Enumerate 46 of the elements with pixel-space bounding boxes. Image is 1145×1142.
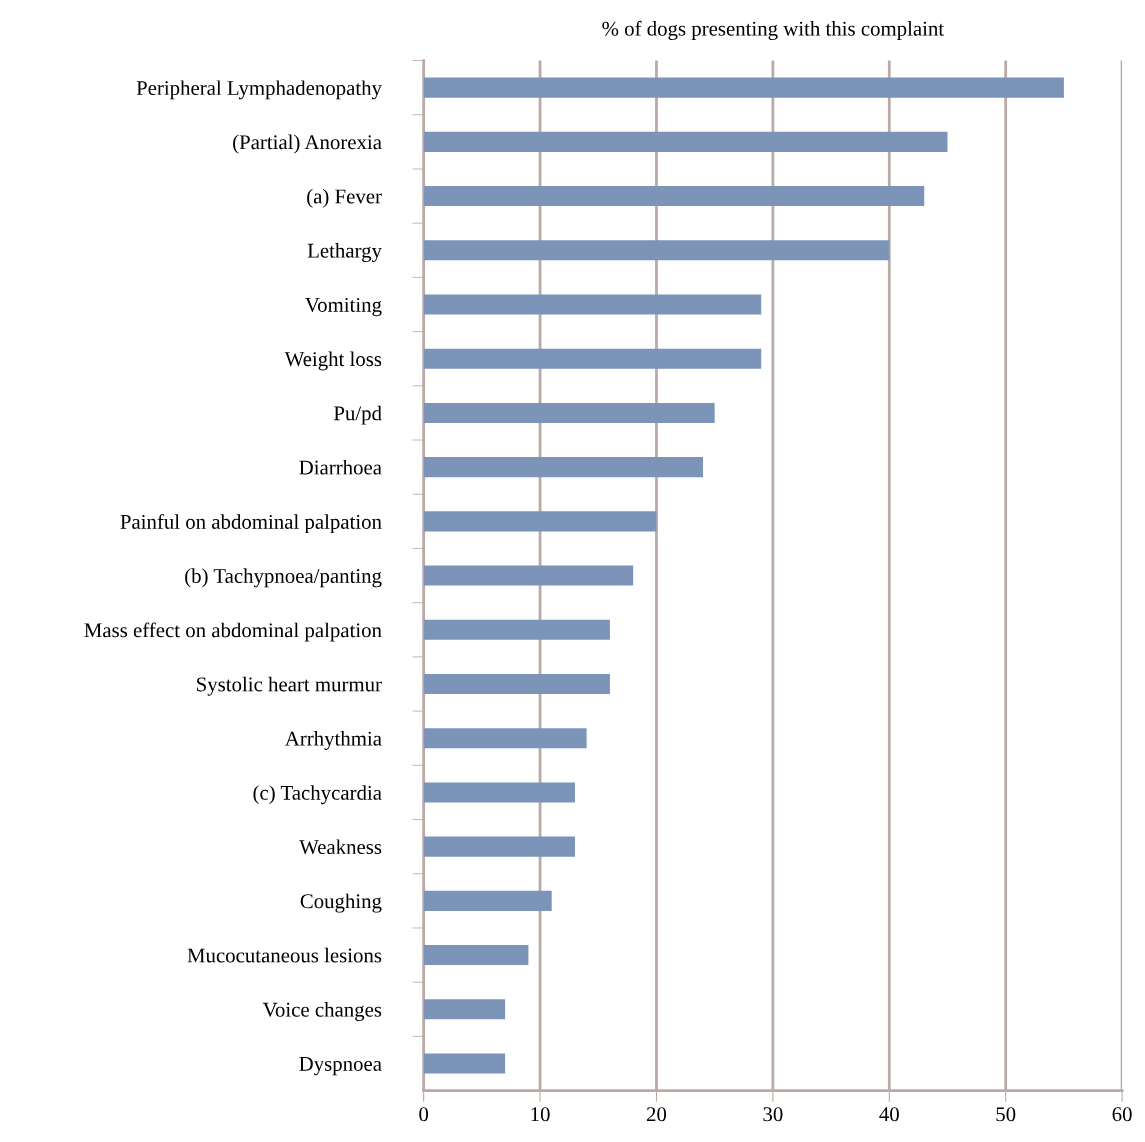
- y-tick-label: Pu/pd: [333, 405, 382, 425]
- x-tick-label: 60: [1112, 1107, 1132, 1122]
- y-tick-label: Peripheral Lymphadenopathy: [136, 80, 382, 100]
- bar: [423, 673, 610, 695]
- bar: [423, 565, 634, 586]
- bar: [423, 348, 762, 369]
- bar: [423, 457, 704, 478]
- bar: [423, 240, 890, 261]
- y-tick-label: Vomiting: [305, 297, 382, 317]
- x-tick-label: 30: [763, 1107, 783, 1122]
- y-tick-label: Weakness: [299, 839, 382, 855]
- y-tick-label: Systolic heart murmur: [197, 676, 382, 696]
- y-tick-label: Voice changes: [262, 1002, 382, 1022]
- x-axis-title: % of dogs presenting with this complaint: [602, 20, 945, 41]
- y-tick-label: (c) Tachycardia: [253, 785, 382, 805]
- bar: [423, 511, 657, 532]
- bar: [423, 619, 610, 640]
- bar: [423, 1053, 506, 1074]
- bar: [423, 782, 575, 803]
- y-tick-label: Arrhythmia: [284, 730, 382, 750]
- bar: [423, 890, 552, 911]
- bar: [423, 728, 587, 749]
- y-tick-label: Mass effect on abdominal palpation: [84, 622, 382, 642]
- x-tick-label: 40: [879, 1107, 899, 1122]
- bar: [423, 402, 715, 423]
- y-tick-label: Lethargy: [307, 243, 382, 262]
- y-tick-label: (b) Tachypnoea/panting: [185, 568, 382, 588]
- x-tick-label: 10: [531, 1107, 550, 1122]
- y-tick-label: Mucocutaneous lesions: [187, 947, 382, 963]
- bar: [423, 131, 948, 152]
- y-tick-label: Painful on abdominal palpation: [120, 514, 382, 534]
- x-tick-label: 50: [996, 1107, 1016, 1122]
- y-tick-label: (Partial) Anorexia: [233, 134, 382, 154]
- y-tick-label: Coughing: [300, 893, 382, 913]
- bar: [423, 294, 762, 315]
- bar: [423, 186, 925, 207]
- y-tick-label: Weight loss: [284, 351, 382, 371]
- y-tick-label: Dyspnoea: [299, 1057, 382, 1076]
- bar: [423, 999, 506, 1020]
- bar: [423, 77, 1064, 98]
- bar: [423, 945, 529, 966]
- x-tick-label: 0: [419, 1107, 429, 1122]
- bar: [423, 836, 575, 857]
- x-tick-label: 20: [646, 1107, 667, 1122]
- y-tick-label: Diarrhoea: [299, 459, 382, 475]
- y-tick-label: (a) Fever: [307, 188, 382, 208]
